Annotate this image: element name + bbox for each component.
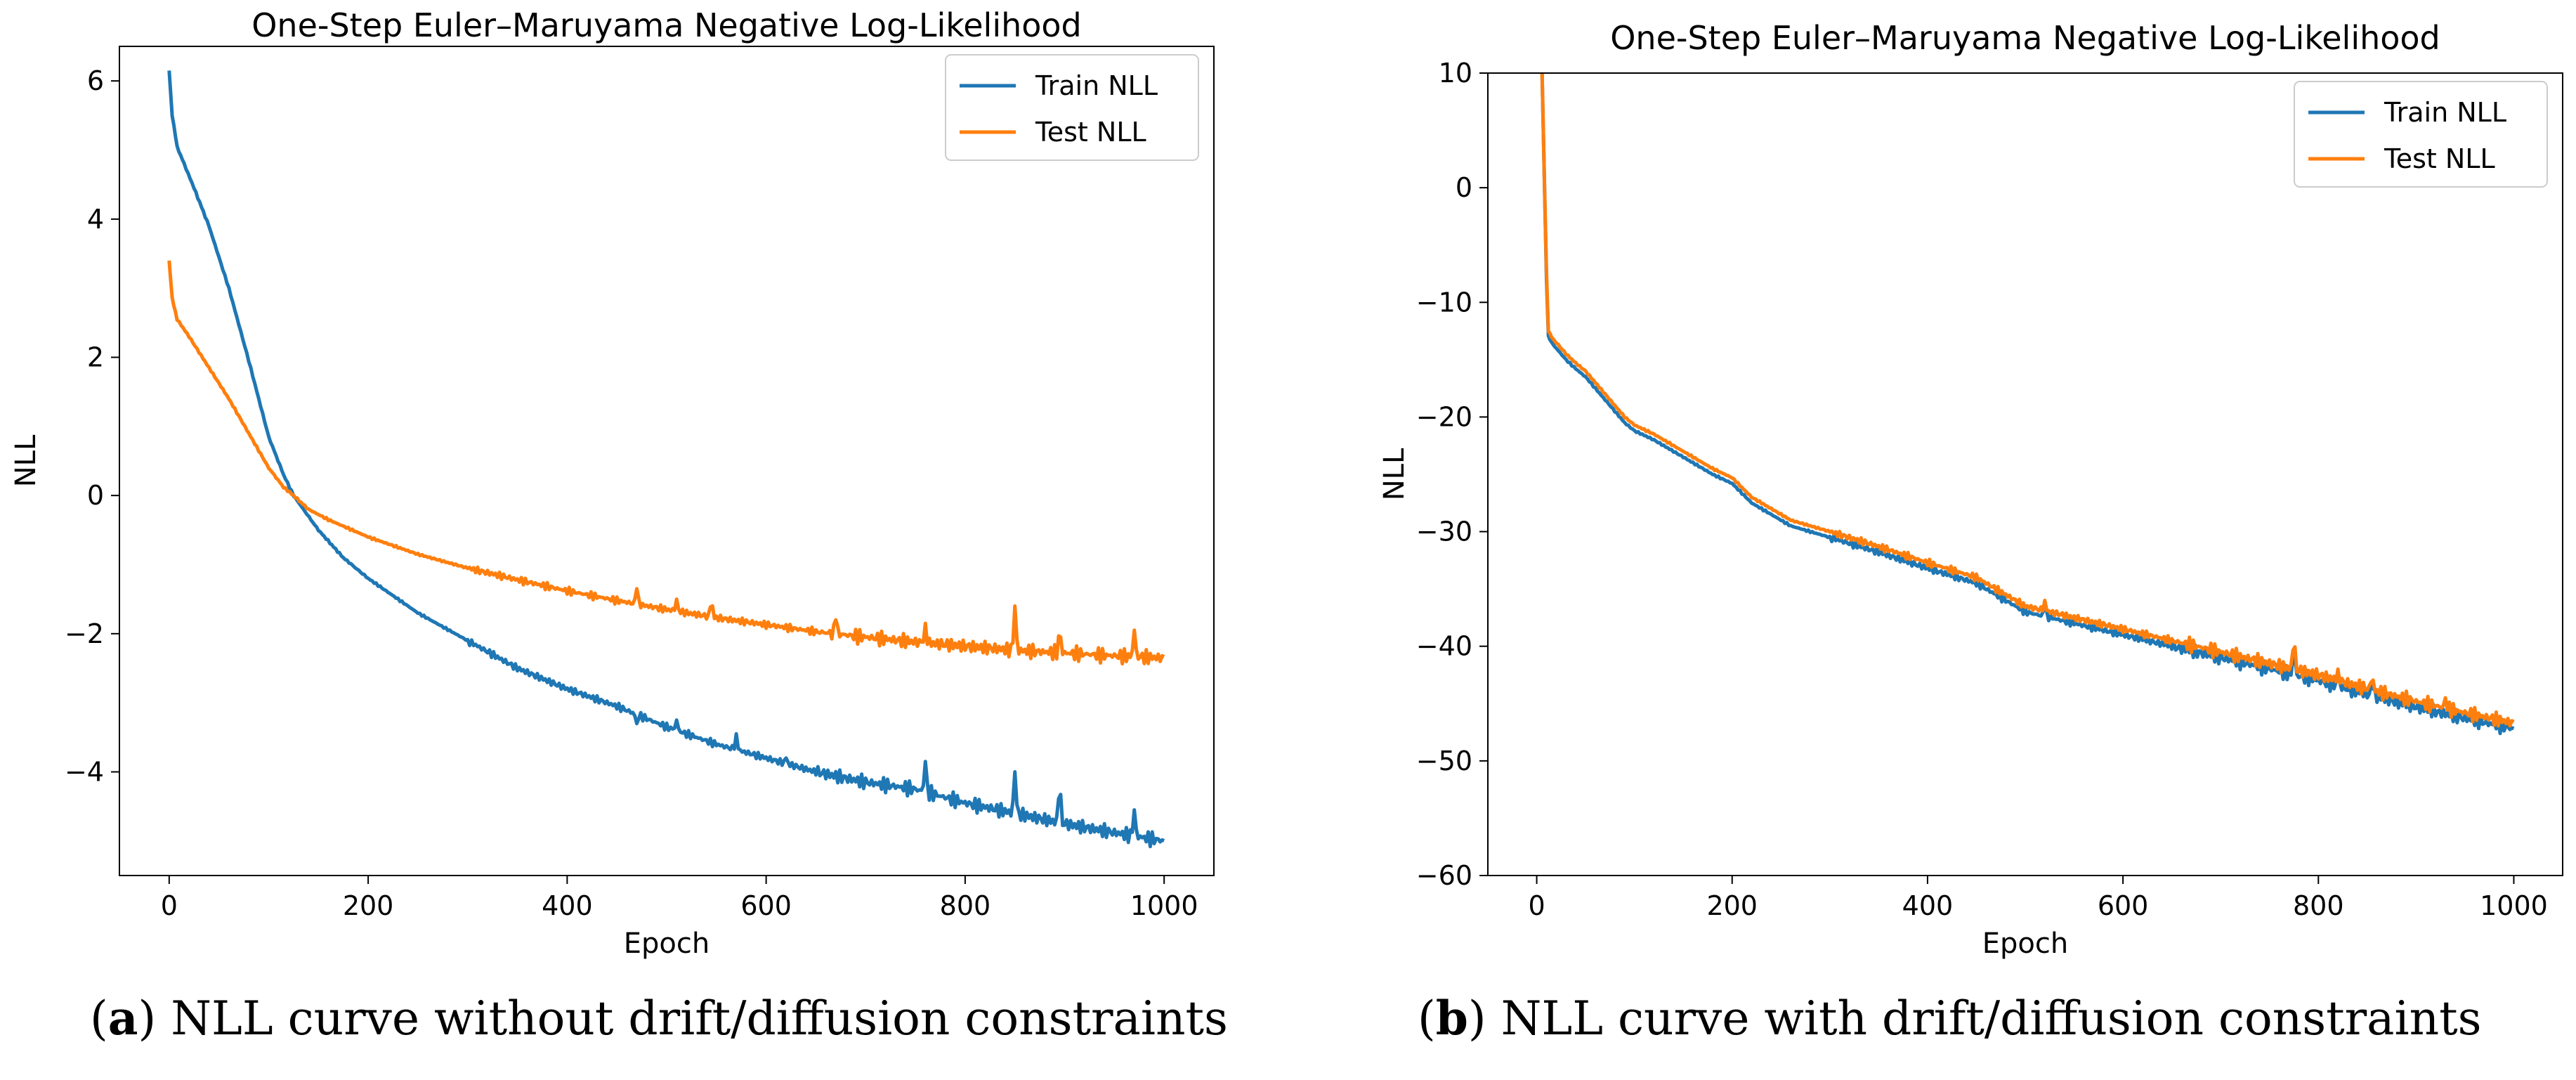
plot-frame (1487, 72, 2563, 876)
x-tick-label: 400 (542, 890, 593, 921)
y-tick-label: −50 (1416, 746, 1472, 776)
caption-a: (a) NLL curve without drift/diffusion co… (90, 991, 1228, 1046)
y-tick-label: −4 (65, 757, 104, 788)
series-line-test (1540, 73, 2515, 728)
y-axis-label: NLL (1378, 448, 1411, 500)
chart-title: One-Step Euler–Maruyama Negative Log-Lik… (1610, 19, 2440, 57)
x-tick-label: 1000 (1130, 890, 1198, 921)
series-line-train (1540, 73, 2515, 736)
series-line-test (167, 260, 1165, 666)
caption-a-label: a (107, 991, 138, 1046)
y-axis-label: NLL (10, 434, 42, 487)
x-tick-label: 600 (740, 890, 792, 921)
legend-label-train: Train NLL (2384, 97, 2506, 128)
series-line-train (167, 70, 1165, 849)
y-tick-label: 0 (1456, 172, 1472, 203)
y-tick-label: −40 (1416, 631, 1472, 662)
x-tick-label: 0 (161, 890, 178, 921)
x-tick-label: 400 (1902, 890, 1954, 921)
caption-b-label: b (1435, 991, 1468, 1046)
legend-label-test: Test NLL (1035, 117, 1146, 148)
y-tick-label: 2 (87, 342, 104, 373)
caption-a-text: NLL curve without drift/diffusion constr… (171, 991, 1228, 1046)
x-axis-label: Epoch (1982, 928, 2068, 960)
y-tick-label: 4 (87, 204, 104, 235)
legend: Train NLL Test NLL (2294, 81, 2548, 188)
plot-frame (119, 46, 1215, 876)
x-tick-label: 200 (343, 890, 394, 921)
x-tick-label: 0 (1528, 890, 1545, 921)
chart-a: 0 200 400 600 800 1000 −4 −2 0 2 4 6 One-Step Euler–… (10, 6, 1215, 960)
x-tick-label: 200 (1706, 890, 1758, 921)
x-tick-label: 800 (940, 890, 991, 921)
y-tick-label: −20 (1416, 401, 1472, 432)
y-tick-label: −10 (1416, 287, 1472, 318)
chart-title: One-Step Euler–Maruyama Negative Log-Lik… (251, 6, 1082, 44)
caption-b-text: NLL curve with drift/diffusion constrain… (1501, 991, 2482, 1046)
chart-b: 0 200 400 600 800 1000 −60 −50 −40 −30 −20 −10 0 10 On… (1378, 19, 2563, 960)
y-tick-label: −60 (1416, 860, 1472, 891)
y-tick-label: −2 (65, 618, 104, 649)
x-tick-label: 1000 (2480, 890, 2548, 921)
x-tick-label: 800 (2293, 890, 2344, 921)
y-tick-label: 6 (87, 65, 104, 96)
x-tick-label: 600 (2098, 890, 2149, 921)
legend-label-test: Test NLL (2384, 143, 2495, 174)
y-tick-label: 0 (87, 480, 104, 511)
legend: Train NLL Test NLL (945, 54, 1199, 161)
y-tick-label: 10 (1439, 58, 1472, 89)
x-axis-label: Epoch (624, 928, 710, 960)
caption-b: (b) NLL curve with drift/diffusion const… (1418, 991, 2482, 1046)
legend-label-train: Train NLL (1035, 70, 1158, 101)
y-tick-label: −30 (1416, 516, 1472, 547)
